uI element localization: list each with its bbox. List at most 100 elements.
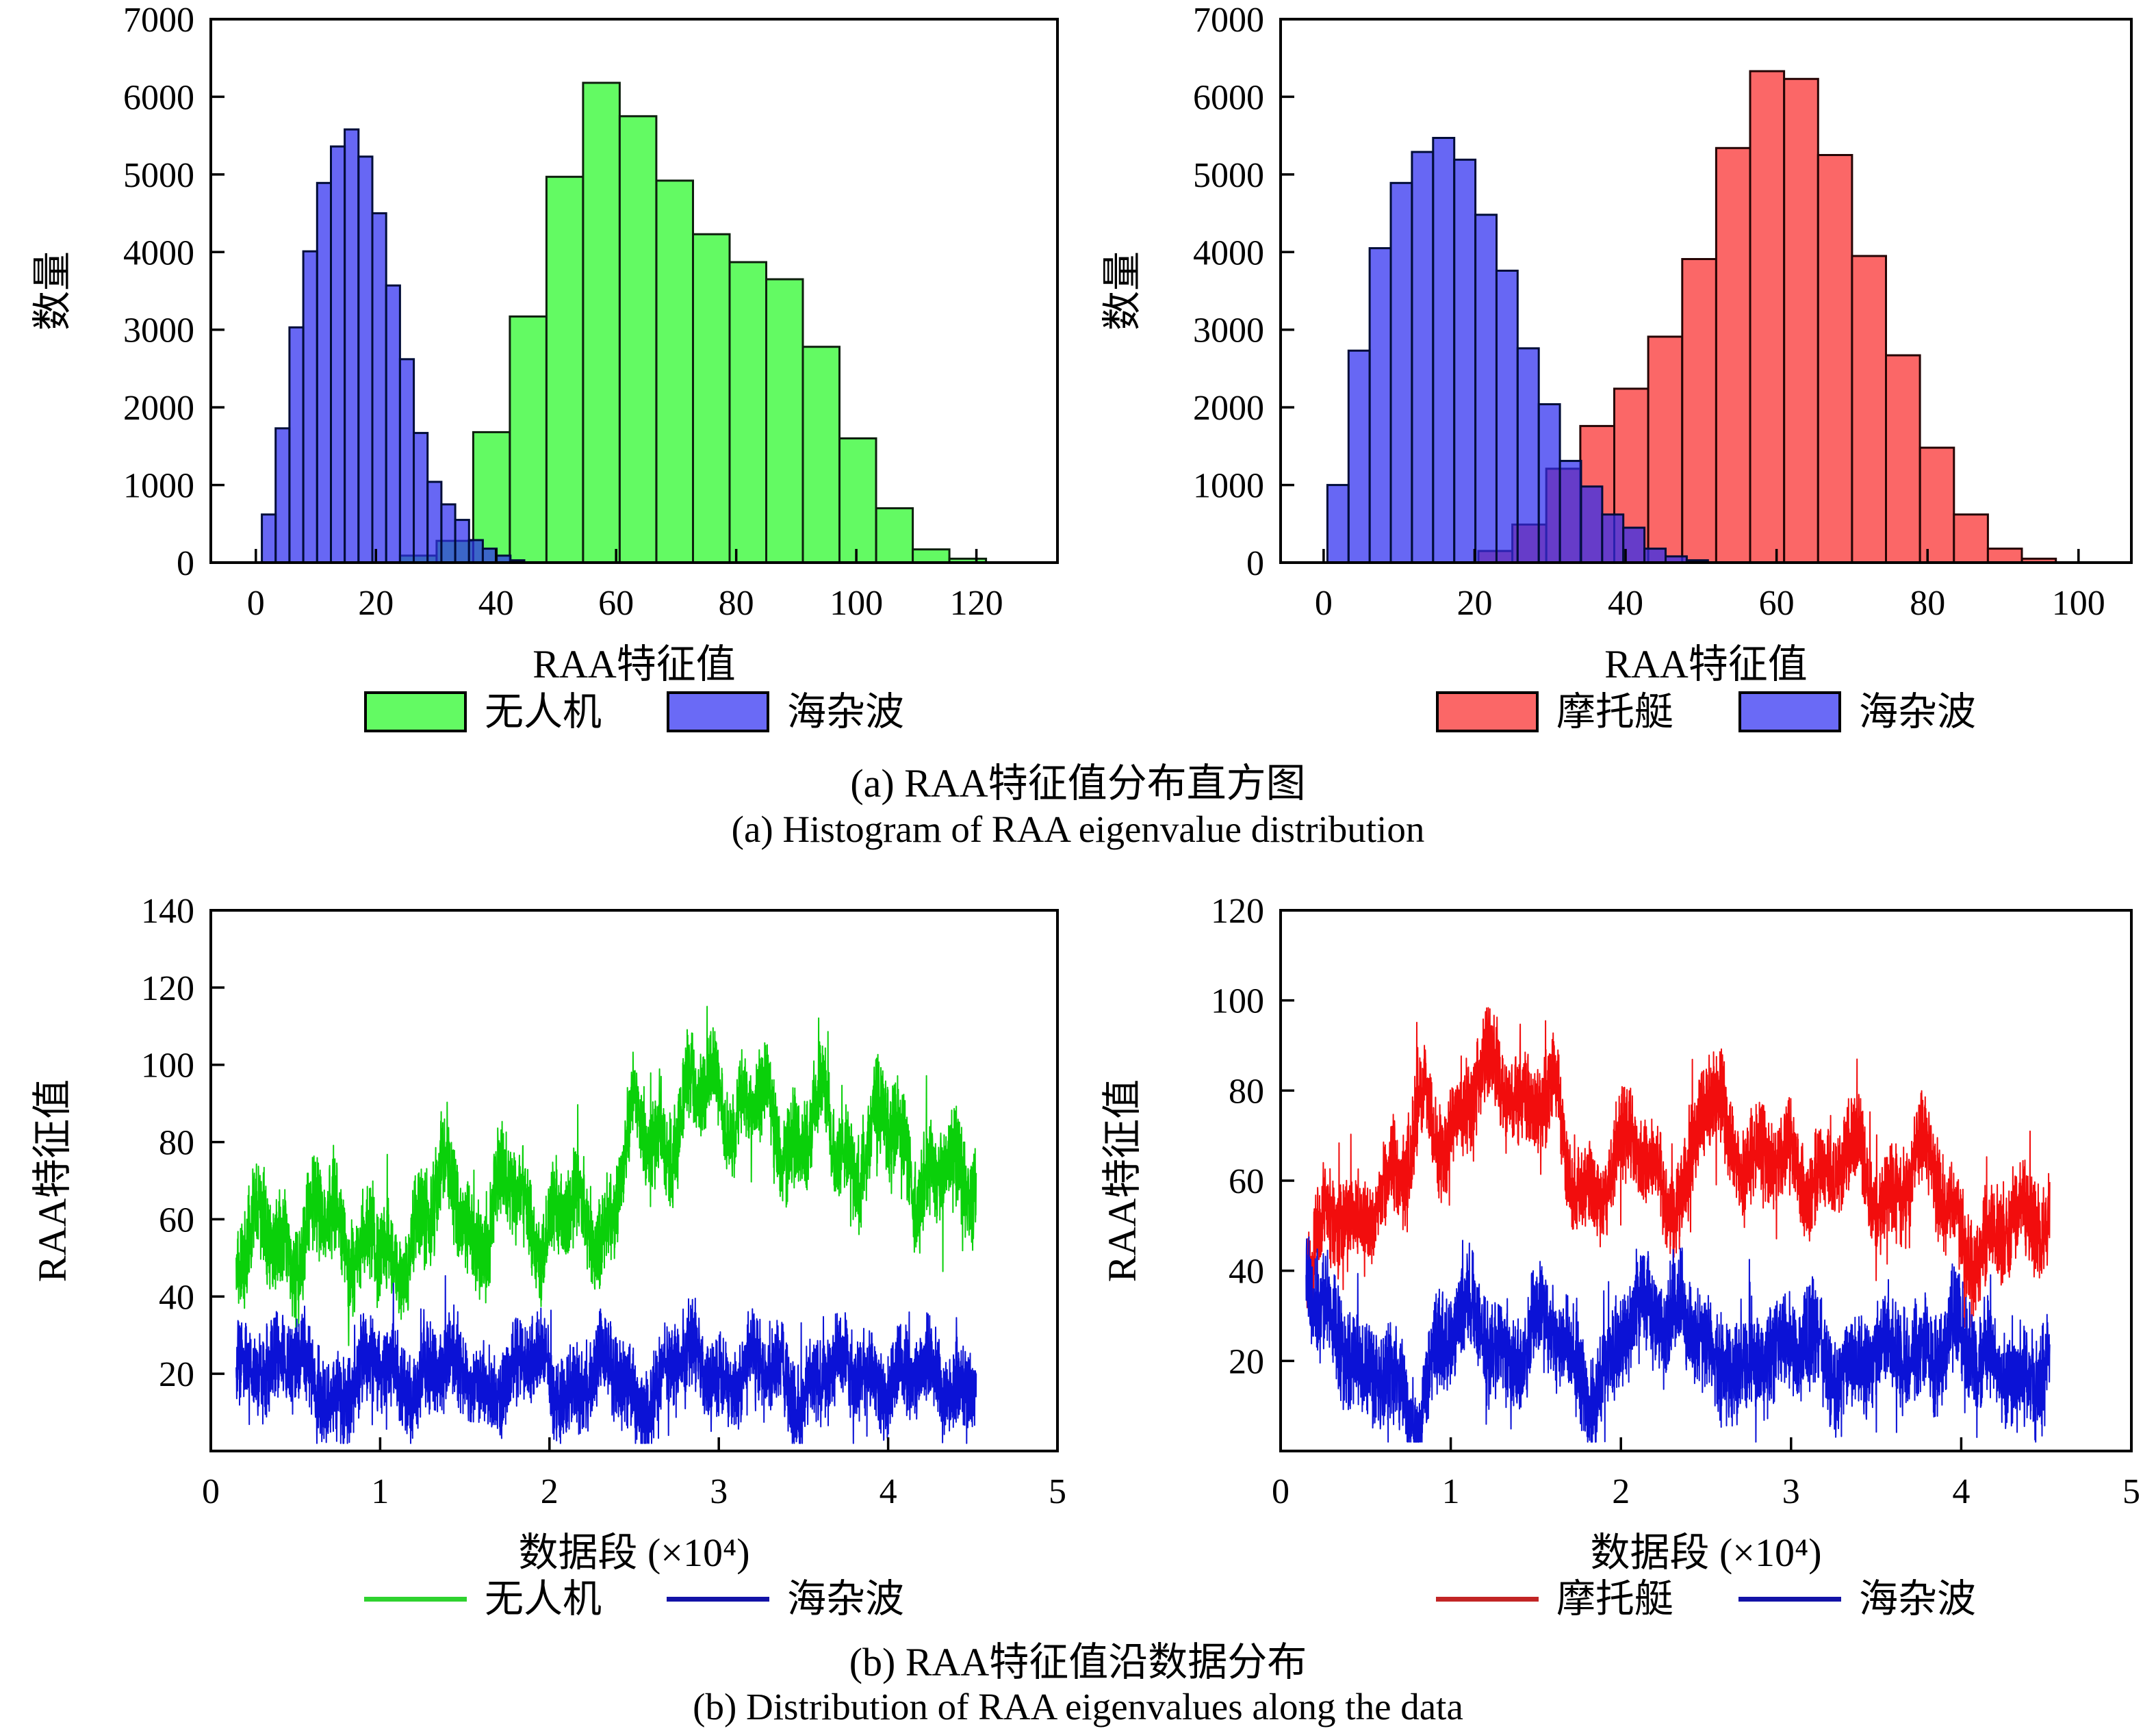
x-tick-label: 100	[2052, 584, 2105, 623]
hist-bar	[1622, 526, 1646, 563]
x-axis-label: 数据段 (×10⁴)	[518, 1530, 749, 1574]
hist-bar	[1986, 548, 2023, 563]
y-tick-label: 100	[1211, 982, 1264, 1021]
y-tick-label: 4000	[1193, 233, 1264, 272]
legend-item-clutter: 海杂波	[1738, 691, 1976, 732]
legend-item-motorboat: 摩托艇	[1436, 1580, 1673, 1619]
y-tick-label: 1000	[1193, 467, 1264, 506]
legend-line-uav: 无人机 海杂波	[211, 1571, 1057, 1626]
hist-uav-canvas: 0 20 40 60 80 100 120 0 1000 2000 3000 4000 5000 6000…	[30, 1, 1059, 686]
y-tick-label: 40	[1229, 1253, 1264, 1292]
hist-bar	[1647, 335, 1684, 563]
x-tick-label: 5	[1049, 1472, 1066, 1511]
x-tick-label: 40	[1608, 584, 1643, 623]
hist-bar	[302, 250, 318, 563]
x-axis-label: RAA特征值	[1604, 642, 1807, 684]
hist-bar	[454, 519, 470, 563]
hist-bar	[1918, 446, 1955, 563]
x-tick-label: 1	[1442, 1472, 1460, 1511]
y-tick-label: 140	[141, 892, 194, 931]
legend-line-swatch-clutter	[667, 1596, 769, 1602]
x-tick-label: 2	[541, 1472, 559, 1511]
y-tick-label: 80	[159, 1124, 194, 1163]
line-uav-canvas: 0 1 2 3 4 5 20 40 60 80 100 120 140 数据段 (×10⁴) RAA特征值	[30, 892, 1066, 1575]
y-tick-label: 5000	[123, 156, 194, 195]
hist-bar	[385, 284, 401, 563]
y-tick-label: 20	[1229, 1342, 1264, 1381]
hist-bar	[1681, 258, 1717, 563]
hist-bar	[371, 212, 387, 563]
hist-bar	[426, 480, 443, 563]
plot-area	[235, 1005, 977, 1444]
legend-item-clutter: 海杂波	[667, 1580, 904, 1619]
legend-line-swatch-motorboat	[1436, 1596, 1539, 1602]
x-tick-label: 4	[1952, 1472, 1970, 1511]
hist-bar	[1411, 151, 1435, 563]
x-tick-label: 60	[598, 584, 634, 623]
x-tick-label: 0	[202, 1472, 220, 1511]
hist-bar	[1643, 548, 1667, 563]
hist-series	[1326, 137, 1709, 563]
y-tick-label: 0	[1246, 544, 1264, 583]
legend-line-swatch-uav	[364, 1596, 467, 1602]
hist-bar	[1432, 137, 1456, 563]
hist-bar	[692, 233, 731, 563]
hist-bar	[1715, 146, 1751, 563]
legend-label-motorboat: 摩托艇	[1556, 1577, 1673, 1621]
legend-item-clutter: 海杂波	[1738, 1580, 1976, 1619]
hist-bar	[1783, 77, 1819, 563]
legend-hist-uav: 无人机 海杂波	[211, 684, 1057, 739]
hist-bar	[274, 427, 291, 563]
hist-bar	[344, 128, 360, 563]
x-tick-label: 80	[1910, 584, 1945, 623]
hist-bar	[765, 278, 804, 563]
hist-bar	[838, 437, 877, 563]
legend-label-uav: 无人机	[485, 1577, 602, 1621]
series-line	[1305, 1007, 2051, 1328]
y-tick-label: 100	[141, 1047, 194, 1086]
hist-bar	[582, 81, 621, 563]
caption-a-english: (a) Histogram of RAA eigenvalue distribu…	[731, 808, 1425, 850]
hist-bar	[509, 315, 548, 563]
y-tick-label: 60	[1229, 1162, 1264, 1201]
hist-bar	[330, 145, 346, 563]
y-tick-label: 2000	[1193, 389, 1264, 428]
hist-bar	[398, 358, 415, 563]
x-tick-label: 3	[710, 1472, 728, 1511]
x-tick-label: 4	[880, 1472, 897, 1511]
y-tick-label: 120	[141, 969, 194, 1008]
hist-bar	[413, 432, 429, 563]
legend-label-clutter: 海杂波	[1859, 1577, 1976, 1621]
hist-bar	[545, 175, 585, 563]
hist-bar	[1885, 354, 1921, 563]
series-line	[235, 1275, 977, 1444]
x-tick-label: 0	[1315, 584, 1333, 623]
legend-swatch-clutter	[1738, 691, 1841, 732]
legend-label-clutter: 海杂波	[787, 1577, 904, 1621]
hist-bar	[1474, 214, 1498, 563]
series-line	[1305, 1236, 2051, 1443]
x-tick-label: 2	[1612, 1472, 1630, 1511]
hist-bar	[1749, 70, 1786, 563]
caption-b-english: (b) Distribution of RAA eigenvalues alon…	[693, 1686, 1463, 1728]
hist-bar	[655, 179, 694, 563]
hist-bar	[618, 115, 658, 563]
hist-bar	[1347, 349, 1371, 563]
x-tick-label: 3	[1782, 1472, 1800, 1511]
x-axis-label: 数据段 (×10⁴)	[1590, 1530, 1821, 1574]
y-tick-label: 6000	[123, 78, 194, 117]
hist-series	[261, 128, 526, 563]
caption-a-chinese: (a) RAA特征值分布直方图	[850, 761, 1306, 806]
histogram-motorboat-clutter: 0 20 40 60 80 100 0 1000 2000 3000 4000 5000 6000 700…	[1078, 0, 2156, 686]
legend-swatch-clutter	[667, 691, 769, 732]
hist-bar	[1368, 247, 1392, 563]
x-tick-label: 1	[371, 1472, 389, 1511]
legend-item-uav: 无人机	[364, 691, 602, 732]
hist-bar	[1326, 484, 1350, 563]
x-tick-label: 5	[2122, 1472, 2140, 1511]
hist-bar	[728, 261, 767, 563]
hist-bar	[1851, 255, 1888, 563]
y-tick-label: 3000	[1193, 311, 1264, 350]
legend-item-clutter: 海杂波	[667, 691, 904, 732]
legend-hist-motorboat: 摩托艇 海杂波	[1281, 684, 2131, 739]
